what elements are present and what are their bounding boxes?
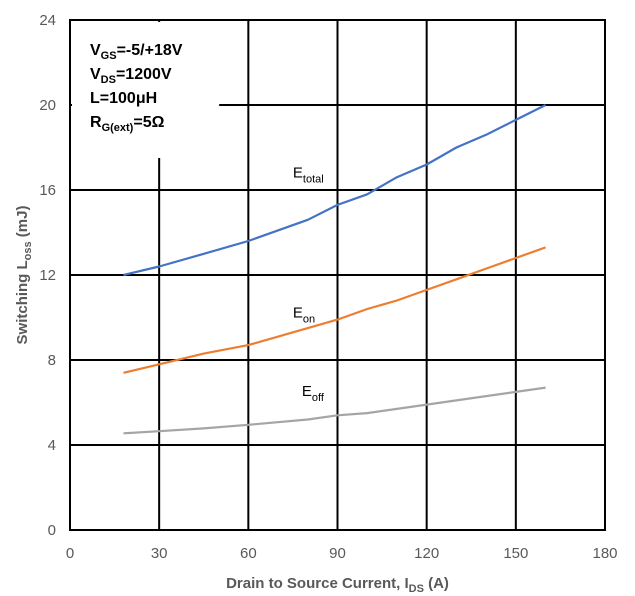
x-tick-label-150: 150 xyxy=(503,545,528,562)
x-tick-label-120: 120 xyxy=(414,545,439,562)
conditions-box-background xyxy=(72,22,220,158)
y-tick-label-16: 16 xyxy=(39,182,56,199)
y-tick-label-12: 12 xyxy=(39,267,56,284)
series-line-off xyxy=(123,386,546,435)
grid xyxy=(70,20,605,530)
y-axis-title: Switching Loss (mJ) xyxy=(14,206,34,345)
condition-line-4: RG(ext)=5Ω xyxy=(90,114,165,134)
plot-border xyxy=(69,19,606,531)
y-tick-label-0: 0 xyxy=(48,522,56,539)
plot-frame xyxy=(69,19,606,531)
tick-labels: 0 30 60 90 120 150 180 0 4 8 12 16 20 24 xyxy=(39,12,617,562)
x-tick-label-180: 180 xyxy=(592,545,617,562)
test-conditions: VGS=-5/+18V VDS=1200V L=100μH RG(ext)=5Ω xyxy=(90,42,183,134)
condition-line-1: VGS=-5/+18V xyxy=(90,42,183,62)
series-label-off: Eoff xyxy=(302,383,325,404)
x-tick-label-0: 0 xyxy=(66,545,74,562)
series-labels: Etotal Eon Eoff xyxy=(293,164,325,404)
condition-line-3: L=100μH xyxy=(90,90,157,107)
x-tick-label-90: 90 xyxy=(329,545,346,562)
series-label-on: Eon xyxy=(293,305,315,326)
x-tick-label-30: 30 xyxy=(151,545,168,562)
series-lines xyxy=(123,104,547,435)
series-line-on xyxy=(123,246,546,374)
y-tick-label-24: 24 xyxy=(39,12,56,29)
x-axis-title: Drain to Source Current, IDS (A) xyxy=(226,575,449,595)
y-tick-label-8: 8 xyxy=(48,352,56,369)
y-tick-label-4: 4 xyxy=(48,437,56,454)
condition-line-2: VDS=1200V xyxy=(90,66,172,86)
y-tick-label-20: 20 xyxy=(39,97,56,114)
series-line-total xyxy=(123,104,547,277)
series-label-total: Etotal xyxy=(293,164,324,185)
x-tick-label-60: 60 xyxy=(240,545,257,562)
